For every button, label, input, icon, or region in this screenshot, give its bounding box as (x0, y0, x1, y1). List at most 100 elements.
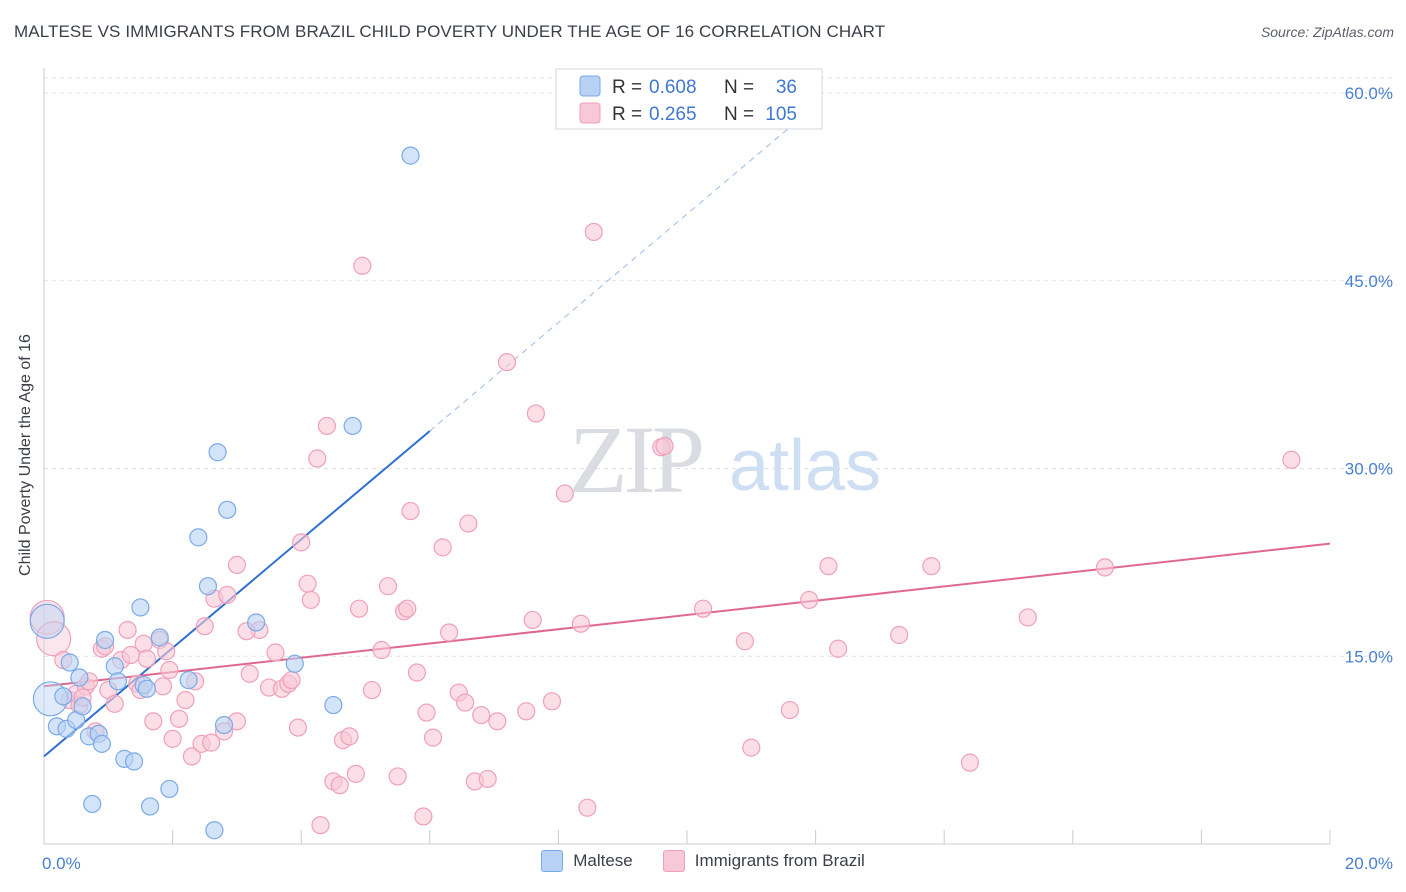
brazil-point (655, 436, 674, 456)
brazil-point (292, 533, 311, 552)
brazil-point (353, 256, 372, 275)
maltese-point (73, 697, 92, 716)
r-label-0: R = (612, 77, 642, 98)
brazil-point (182, 747, 201, 766)
stats-swatch-0 (579, 75, 601, 97)
n-label-0: N = (724, 77, 754, 98)
y-tick-label: 15.0% (1345, 647, 1393, 666)
brazil-point (1095, 558, 1115, 577)
brazil-point (195, 617, 214, 636)
maltese-point (131, 598, 150, 617)
maltese-point (285, 654, 304, 673)
brazil-point (227, 555, 246, 574)
brazil-point (169, 709, 189, 728)
grid-lines (44, 77, 1392, 657)
trend-extension-0 (429, 105, 816, 432)
n-label-1: N = (724, 104, 754, 125)
brazil-point (472, 705, 491, 725)
brazil-point (163, 729, 182, 748)
brazil-point (523, 610, 542, 630)
r-value-0: 0.608 (649, 77, 697, 98)
y-tick-label: 30.0% (1345, 460, 1393, 479)
brazil-point (282, 670, 301, 690)
brazil-point (372, 640, 391, 660)
brazil-point (346, 764, 365, 784)
brazil-point (693, 599, 713, 618)
maltese-point (95, 630, 115, 650)
maltese-point (92, 734, 111, 753)
brazil-point (311, 816, 330, 835)
y-tick-label: 60.0% (1345, 84, 1393, 103)
brazil-point (780, 700, 799, 720)
stats-swatch-1 (579, 102, 601, 124)
maltese-point (83, 794, 102, 814)
brazil-point (584, 222, 603, 242)
brazil-point (571, 614, 591, 633)
brazil-point (298, 574, 317, 593)
maltese-point (54, 687, 73, 706)
maltese-point (137, 679, 156, 698)
brazil-point (388, 767, 407, 786)
source-label: Source: ZipAtlas.com (1260, 24, 1394, 40)
brazil-point (401, 501, 420, 521)
brazil-point (497, 353, 517, 372)
trend-line-1 (43, 542, 1331, 688)
brazil-point (526, 404, 545, 423)
brazil-point (555, 484, 574, 503)
maltese-point (105, 657, 124, 676)
brazil-point (578, 798, 597, 817)
brazil-point (829, 639, 848, 658)
data-points (29, 146, 1301, 840)
maltese-point (247, 613, 266, 632)
brazil-point (414, 807, 433, 826)
maltese-point (29, 603, 65, 639)
brazil-point (478, 769, 497, 789)
maltese-point (124, 752, 144, 771)
maltese-point (205, 821, 224, 840)
brazil-point (362, 680, 382, 700)
brazil-point (218, 585, 237, 605)
brazil-point (459, 514, 478, 533)
brazil-point (137, 649, 156, 668)
maltese-point (179, 670, 198, 690)
watermark-zip: ZIP (569, 406, 702, 513)
n-value-1: 105 (765, 104, 797, 125)
brazil-point (742, 738, 761, 757)
brazil-point (1018, 608, 1037, 627)
brazil-point (144, 712, 163, 731)
legend-swatch-brazil (662, 850, 685, 872)
tick-labels: 15.0% 30.0% 45.0% 60.0% 0.0% 20.0% (42, 84, 1393, 873)
legend-label-maltese: Maltese (573, 851, 633, 870)
brazil-point (407, 663, 427, 682)
brazil-point (819, 557, 838, 576)
brazil-point (202, 733, 221, 752)
brazil-point (417, 703, 436, 722)
brazil-point (517, 702, 536, 721)
brazil-point (378, 577, 398, 596)
maltese-point (160, 779, 179, 799)
brazil-point (266, 643, 285, 662)
brazil-point (340, 727, 359, 746)
brazil-point (456, 693, 475, 712)
brazil-point (349, 599, 369, 618)
maltese-point (189, 528, 208, 547)
brazil-point (134, 634, 153, 653)
brazil-point (1282, 450, 1301, 469)
watermark-atlas: atlas (729, 426, 881, 506)
brazil-point (301, 590, 320, 610)
watermark: ZIP atlas (569, 406, 881, 513)
brazil-point (960, 753, 980, 772)
brazil-point (317, 416, 337, 436)
maltese-point (401, 146, 420, 165)
brazil-point (153, 677, 173, 696)
brazil-point (308, 449, 327, 468)
brazil-point (542, 692, 562, 711)
trend-line-0 (43, 430, 431, 758)
legend-item-brazil: Immigrants from Brazil (662, 850, 865, 872)
r-value-1: 0.265 (649, 104, 697, 125)
x-tick-label-right: 20.0% (1345, 854, 1393, 873)
brazil-point (105, 694, 124, 713)
brazil-point (330, 776, 349, 795)
legend-item-maltese: Maltese (541, 850, 633, 872)
series-legend: Maltese Immigrants from Brazil (0, 850, 1406, 872)
